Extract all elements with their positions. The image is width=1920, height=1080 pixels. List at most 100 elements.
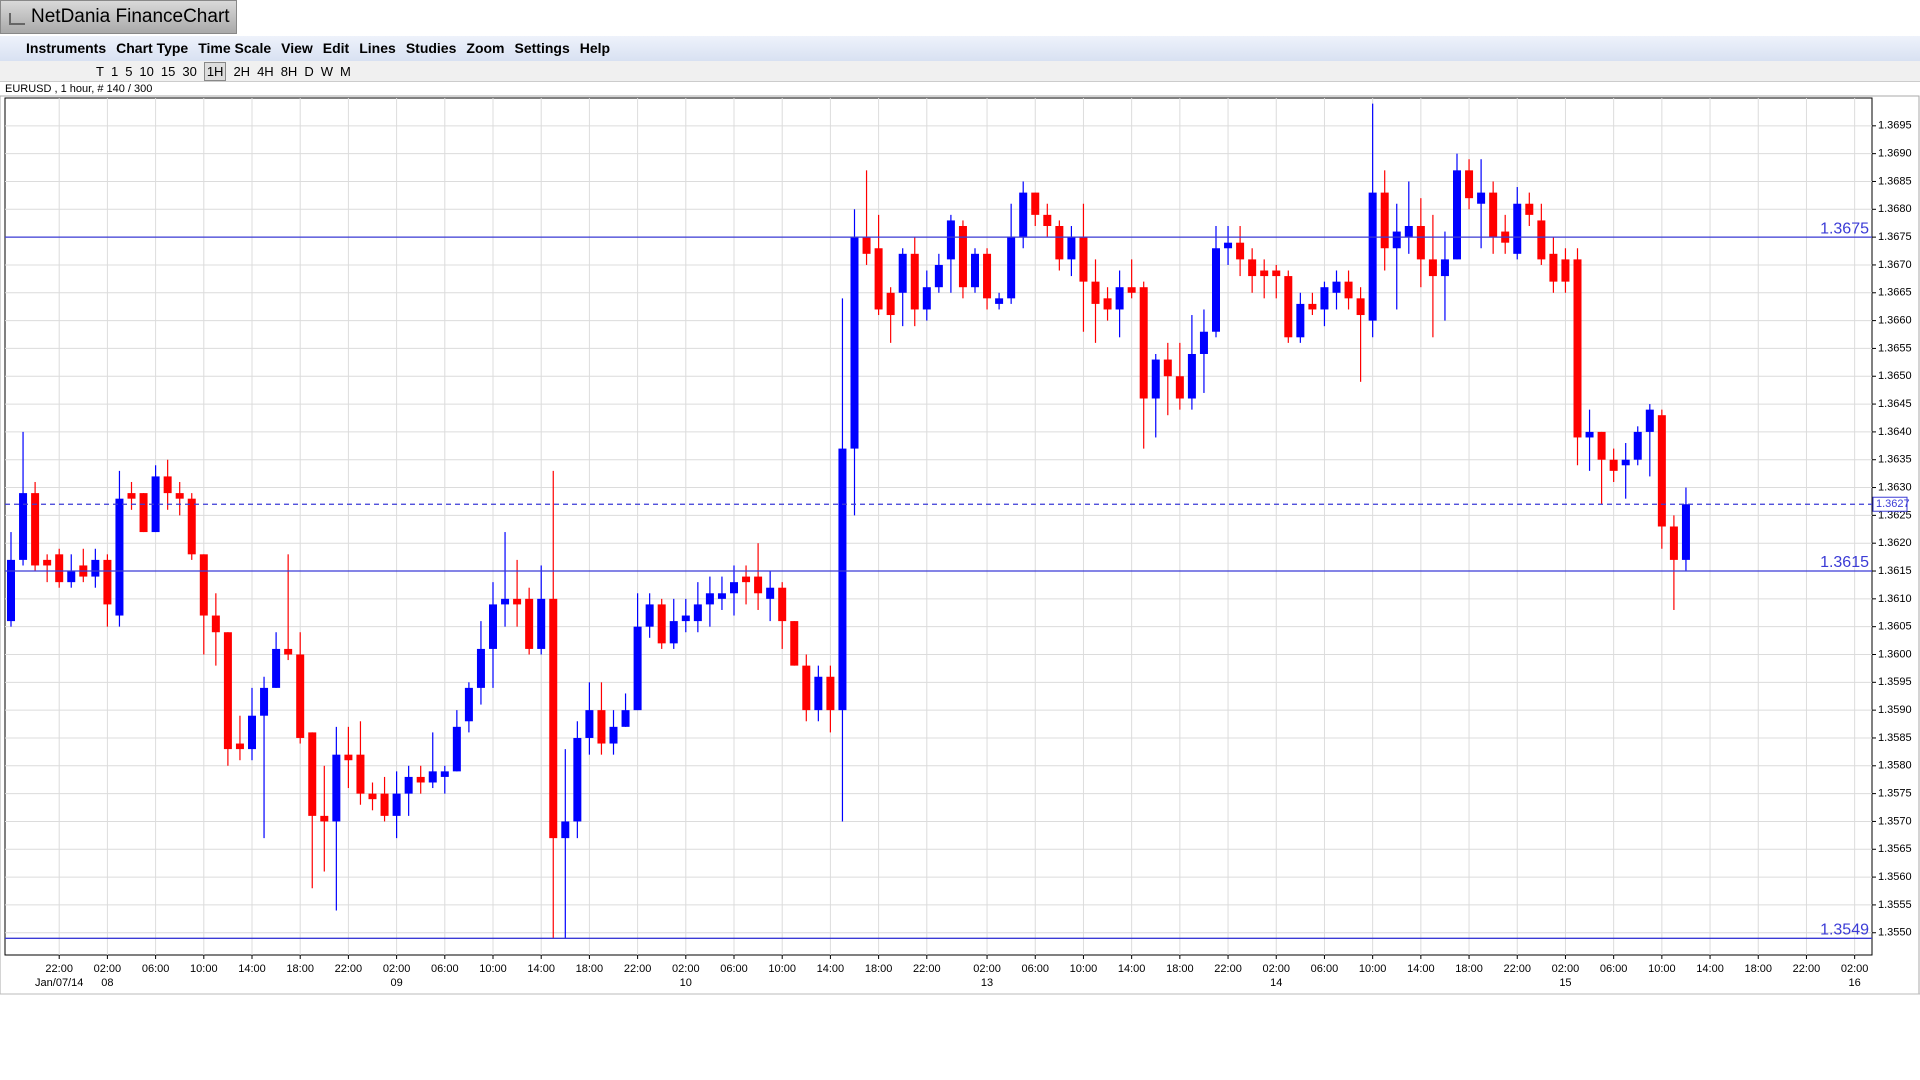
x-tick-label: 06:00 [1600, 963, 1628, 975]
candle-body [1127, 287, 1136, 293]
candle-body [1091, 281, 1100, 304]
candle-body [1597, 431, 1606, 460]
y-tick-label: 1.3645 [1878, 398, 1912, 410]
candle-body [826, 676, 835, 711]
x-tick-label: 10:00 [1648, 963, 1676, 975]
candle-body [1573, 259, 1582, 438]
candle-body [1609, 459, 1618, 471]
candle-body [416, 776, 425, 783]
x-tick-label: 22:00 [1503, 963, 1531, 975]
candle-body [1657, 415, 1666, 527]
candle-body [501, 598, 510, 605]
x-tick-label: 02:00 [94, 963, 122, 975]
menu-bar: Instruments Chart Type Time Scale View Edit L… [0, 36, 1920, 61]
menu-item[interactable]: View [281, 40, 313, 56]
x-tick-label: 10:00 [1070, 963, 1098, 975]
y-tick-label: 1.3615 [1878, 565, 1912, 577]
menu-item[interactable]: Lines [359, 40, 396, 56]
y-tick-label: 1.3665 [1878, 287, 1912, 299]
candle-body [934, 264, 943, 288]
interval-button[interactable]: 2H [233, 64, 251, 79]
candle-body [609, 726, 618, 744]
plot-area [4, 97, 1873, 956]
y-tick-label: 1.3635 [1878, 454, 1912, 466]
y-tick-label: 1.3660 [1878, 315, 1912, 327]
interval-button[interactable]: T [96, 64, 104, 79]
candle-body [1633, 431, 1642, 460]
candle-body [151, 476, 160, 533]
candle-body [7, 559, 15, 622]
interval-button[interactable]: 5 [125, 64, 133, 79]
candle-body [1320, 287, 1329, 310]
menu-item[interactable]: Chart Type [116, 40, 189, 56]
candle-body [958, 225, 967, 288]
candle-body [272, 648, 281, 688]
candle-body [657, 604, 666, 644]
candle-body [681, 615, 690, 622]
candle-body [211, 615, 220, 633]
menu-item[interactable]: Instruments [26, 40, 107, 56]
candle-body [1525, 203, 1534, 215]
menu-item[interactable]: Edit [322, 40, 350, 56]
candle-body [1332, 281, 1341, 293]
interval-button[interactable]: 4H [257, 64, 274, 79]
y-tick-label: 1.3580 [1878, 760, 1912, 772]
candle-body [971, 253, 979, 288]
menu-item[interactable]: Help [579, 40, 611, 56]
x-tick-label: 22:00 [335, 963, 363, 975]
candle-body [874, 248, 883, 310]
menu-item[interactable]: Zoom [466, 40, 505, 56]
candle-body [766, 587, 775, 599]
interval-button[interactable]: 30 [182, 64, 197, 79]
interval-button[interactable]: 10 [139, 64, 154, 79]
interval-button[interactable]: 1 [110, 64, 119, 79]
candle-body [621, 710, 630, 727]
last-price-box [1872, 496, 1908, 512]
interval-button[interactable]: W [320, 64, 333, 79]
y-tick-label: 1.3555 [1878, 899, 1912, 911]
y-tick-label: 1.3625 [1878, 509, 1912, 521]
x-tick-label: 22:00 [913, 963, 941, 975]
candle-body [1175, 376, 1184, 399]
date-label: Jan/07/14 [35, 977, 83, 989]
candle-body [127, 493, 136, 499]
interval-button[interactable]: 8H [280, 64, 298, 79]
candle-body [922, 287, 931, 310]
x-tick-label: 06:00 [720, 963, 748, 975]
y-tick-label: 1.3590 [1878, 704, 1912, 716]
candle-body [983, 253, 992, 299]
x-tick-label: 22:00 [45, 963, 73, 975]
candle-body [115, 498, 124, 616]
candle-body [862, 237, 871, 254]
x-tick-label: 02:00 [1262, 963, 1290, 975]
y-tick-label: 1.3670 [1878, 259, 1912, 271]
y-tick-label: 1.3550 [1878, 927, 1912, 939]
candle-body [67, 571, 76, 583]
candle-body [248, 715, 256, 750]
interval-button[interactable]: M [340, 64, 351, 79]
candle-body [139, 493, 148, 533]
menu-item[interactable]: Settings [514, 40, 570, 56]
y-tick-label: 1.3610 [1878, 593, 1912, 605]
candle-body [705, 593, 714, 605]
x-tick-label: 10:00 [479, 963, 507, 975]
menu-item[interactable]: Studies [405, 40, 457, 56]
candle-body [356, 754, 365, 794]
candle-body [1404, 225, 1413, 238]
candle-body [1645, 409, 1654, 432]
y-tick-label: 1.3680 [1878, 203, 1912, 215]
candle-body [187, 498, 196, 555]
menu-item[interactable]: Time Scale [198, 40, 272, 56]
interval-button[interactable]: D [304, 64, 314, 79]
candle-body [669, 621, 678, 644]
interval-button[interactable]: 1H [203, 62, 227, 81]
interval-button[interactable]: 15 [160, 64, 176, 79]
level-label: 1.3549 [1820, 922, 1869, 939]
candle-body [1561, 259, 1570, 282]
y-tick-label: 1.3560 [1878, 871, 1912, 883]
app-title: NetDania FinanceChart [0, 0, 237, 34]
candle-body [838, 448, 847, 711]
y-tick-label: 1.3655 [1878, 342, 1912, 354]
candle-body [91, 559, 100, 577]
